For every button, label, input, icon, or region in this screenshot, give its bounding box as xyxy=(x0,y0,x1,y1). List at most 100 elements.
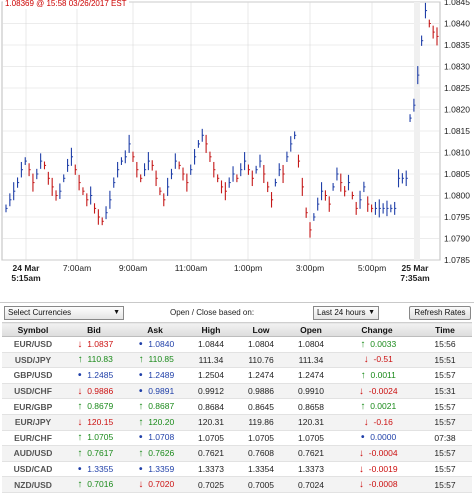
open-cell: 1.3373 xyxy=(286,461,336,478)
x-tick-label: 25 Mar xyxy=(402,263,430,273)
y-tick-label: 1.0830 xyxy=(444,62,470,72)
y-tick-label: 1.0815 xyxy=(444,126,470,136)
high-cell: 1.0705 xyxy=(186,430,236,447)
symbol-cell: USD/CHF xyxy=(2,383,64,400)
arrow-up-icon: ↑ xyxy=(77,479,83,491)
time-cell: 15:57 xyxy=(418,461,472,478)
low-cell: 1.0705 xyxy=(236,430,286,447)
open-cell: 1.0804 xyxy=(286,336,336,353)
table-row[interactable]: AUD/USD ↑ 0.7617 ↑ 0.7626 0.7621 0.7608 0.762… xyxy=(2,445,472,462)
open-cell: 120.31 xyxy=(286,414,336,431)
arrow-up-icon: ↑ xyxy=(138,447,144,459)
price-chart-svg: 1.0845 1.0840 1.0835 1.0830 1.0825 1.0820 1.08… xyxy=(1,0,470,282)
chevron-down-icon: ▼ xyxy=(368,309,375,316)
arrow-up-icon: ↑ xyxy=(77,432,83,444)
table-row[interactable]: EUR/GBP ↑ 0.8679 ↑ 0.8687 0.8684 0.8645 0.865… xyxy=(2,398,472,415)
high-cell: 0.9912 xyxy=(186,383,236,400)
y-tick-label: 1.0810 xyxy=(444,148,470,158)
bid-cell: • 1.3355 xyxy=(64,461,124,478)
rates-panel: Select Currencies ▼ Open / Close based o… xyxy=(0,302,474,500)
change-cell: ↓ -0.51 xyxy=(336,352,418,369)
arrow-down-icon: ↓ xyxy=(77,385,83,397)
bid-cell: ↑ 110.83 xyxy=(64,352,124,369)
change-value: -0.0004 xyxy=(368,447,398,458)
bid-value: 1.3355 xyxy=(87,463,114,474)
high-cell: 0.7025 xyxy=(186,476,236,493)
table-row[interactable]: EUR/CHF ↑ 1.0705 • 1.0708 1.0705 1.0705 1.070… xyxy=(2,430,472,447)
high-cell: 1.0844 xyxy=(186,336,236,353)
ask-cell: ↑ 0.8687 xyxy=(124,398,186,415)
change-cell: ↑ 0.0021 xyxy=(336,398,418,415)
col-header-symbol[interactable]: Symbol xyxy=(2,322,64,337)
dot-icon: • xyxy=(139,338,143,350)
high-cell: 0.8684 xyxy=(186,398,236,415)
y-tick-label: 1.0840 xyxy=(444,19,470,29)
bid-value: 0.9886 xyxy=(87,385,114,396)
symbol-cell: USD/CAD xyxy=(2,461,64,478)
low-cell: 0.8645 xyxy=(236,398,286,415)
bid-cell: • 1.2485 xyxy=(64,367,124,384)
change-value: -0.0024 xyxy=(368,385,398,396)
symbol-cell: EUR/USD xyxy=(2,336,64,353)
table-row[interactable]: USD/CAD • 1.3355 • 1.3359 1.3373 1.3354 1.337… xyxy=(2,461,472,478)
open-cell: 0.7024 xyxy=(286,476,336,493)
change-cell: ↑ 0.0033 xyxy=(336,336,418,353)
bid-cell: ↓ 1.0837 xyxy=(64,336,124,353)
col-header-open[interactable]: Open xyxy=(286,322,336,337)
col-header-high[interactable]: High xyxy=(186,322,236,337)
open-cell: 0.7621 xyxy=(286,445,336,462)
col-header-change[interactable]: Change xyxy=(336,322,418,337)
select-currencies-dropdown[interactable]: Select Currencies ▼ xyxy=(4,306,124,320)
table-row[interactable]: USD/JPY ↑ 110.83 ↑ 110.85 111.34 110.76 111.3… xyxy=(2,352,472,369)
period-dropdown[interactable]: Last 24 hours ▼ xyxy=(313,306,379,320)
high-cell: 1.2504 xyxy=(186,367,236,384)
table-row[interactable]: EUR/USD ↓ 1.0837 • 1.0840 1.0844 1.0804 1.080… xyxy=(2,336,472,353)
col-header-low[interactable]: Low xyxy=(236,322,286,337)
chevron-down-icon: ▼ xyxy=(113,309,120,316)
symbol-cell: NZD/USD xyxy=(2,476,64,493)
select-currencies-label: Select Currencies xyxy=(8,308,72,317)
high-cell: 0.7621 xyxy=(186,445,236,462)
bid-value: 0.8679 xyxy=(87,401,114,412)
open-cell: 0.8658 xyxy=(286,398,336,415)
open-cell: 1.2474 xyxy=(286,367,336,384)
table-row[interactable]: USD/CHF ↓ 0.9886 • 0.9891 0.9912 0.9886 0.991… xyxy=(2,383,472,400)
open-close-label: Open / Close based on: xyxy=(170,308,255,317)
bid-value: 0.7617 xyxy=(87,447,114,458)
arrow-down-icon: ↓ xyxy=(358,447,364,459)
ask-value: 1.2489 xyxy=(148,369,175,380)
bid-cell: ↑ 1.0705 xyxy=(64,430,124,447)
refresh-rates-button[interactable]: Refresh Rates xyxy=(409,306,471,320)
ask-cell: • 1.0840 xyxy=(124,336,186,353)
table-row[interactable]: EUR/JPY ↓ 120.15 ↑ 120.20 120.31 119.86 120.3… xyxy=(2,414,472,431)
ask-cell: ↑ 0.7626 xyxy=(124,445,186,462)
time-cell: 15:57 xyxy=(418,445,472,462)
arrow-down-icon: ↓ xyxy=(138,479,144,491)
rates-table-header: Symbol Bid Ask High Low Open Change Time xyxy=(2,322,472,337)
col-header-ask[interactable]: Ask xyxy=(124,322,186,337)
symbol-cell: EUR/GBP xyxy=(2,398,64,415)
col-header-bid[interactable]: Bid xyxy=(64,322,124,337)
change-value: 0.0000 xyxy=(370,432,397,443)
x-tick-sublabel: 5:15am xyxy=(11,273,41,282)
y-tick-label: 1.0845 xyxy=(444,0,470,7)
ask-cell: ↑ 120.20 xyxy=(124,414,186,431)
bid-cell: ↑ 0.8679 xyxy=(64,398,124,415)
table-row[interactable]: NZD/USD ↑ 0.7016 ↓ 0.7020 0.7025 0.7005 0.702… xyxy=(2,476,472,493)
change-value: -0.16 xyxy=(373,416,393,427)
price-chart: 1.0845 1.0840 1.0835 1.0830 1.0825 1.0820 1.08… xyxy=(1,0,470,282)
bid-value: 1.0705 xyxy=(87,432,114,443)
change-value: 0.0033 xyxy=(370,338,397,349)
dot-icon: • xyxy=(361,432,365,444)
symbol-cell: EUR/JPY xyxy=(2,414,64,431)
change-cell: ↓ -0.0008 xyxy=(336,476,418,493)
col-header-time[interactable]: Time xyxy=(418,322,472,337)
table-row[interactable]: GBP/USD • 1.2485 • 1.2489 1.2504 1.2474 1.247… xyxy=(2,367,472,384)
bid-value: 110.83 xyxy=(87,354,113,365)
ask-value: 1.0840 xyxy=(148,338,175,349)
low-cell: 1.0804 xyxy=(236,336,286,353)
arrow-down-icon: ↓ xyxy=(358,479,364,491)
high-cell: 120.31 xyxy=(186,414,236,431)
y-tick-label: 1.0820 xyxy=(444,105,470,115)
arrow-up-icon: ↑ xyxy=(360,401,366,413)
